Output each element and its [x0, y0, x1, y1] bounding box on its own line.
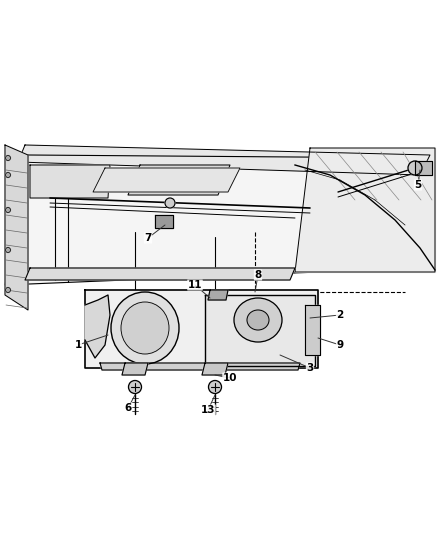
Circle shape	[208, 381, 222, 393]
Polygon shape	[305, 305, 320, 355]
Polygon shape	[202, 363, 228, 375]
Circle shape	[6, 287, 11, 293]
Text: 11: 11	[188, 280, 202, 290]
Circle shape	[6, 247, 11, 253]
Polygon shape	[85, 295, 110, 358]
Polygon shape	[25, 268, 295, 280]
Polygon shape	[18, 145, 430, 175]
Polygon shape	[5, 155, 430, 285]
Text: 8: 8	[254, 270, 261, 280]
Polygon shape	[5, 145, 28, 310]
Text: 2: 2	[336, 310, 344, 320]
Polygon shape	[415, 161, 432, 175]
Polygon shape	[205, 295, 315, 366]
Circle shape	[165, 198, 175, 208]
Polygon shape	[128, 165, 230, 195]
Text: 1: 1	[74, 340, 81, 350]
Circle shape	[128, 381, 141, 393]
Circle shape	[6, 207, 11, 213]
Circle shape	[6, 173, 11, 177]
Circle shape	[6, 156, 11, 160]
Polygon shape	[93, 168, 240, 192]
Polygon shape	[85, 290, 318, 368]
Text: 13: 13	[201, 405, 215, 415]
Text: 3: 3	[306, 363, 314, 373]
Polygon shape	[122, 363, 148, 375]
Ellipse shape	[247, 310, 269, 330]
Text: 10: 10	[223, 373, 237, 383]
Text: 5: 5	[414, 180, 422, 190]
Ellipse shape	[234, 298, 282, 342]
Polygon shape	[30, 165, 110, 198]
Polygon shape	[295, 148, 435, 272]
Polygon shape	[100, 363, 300, 370]
Circle shape	[408, 161, 422, 175]
Text: 9: 9	[336, 340, 343, 350]
Text: 7: 7	[144, 233, 152, 243]
Polygon shape	[208, 290, 228, 300]
Text: 6: 6	[124, 403, 132, 413]
Ellipse shape	[111, 292, 179, 364]
Ellipse shape	[121, 302, 169, 354]
Polygon shape	[155, 215, 173, 228]
